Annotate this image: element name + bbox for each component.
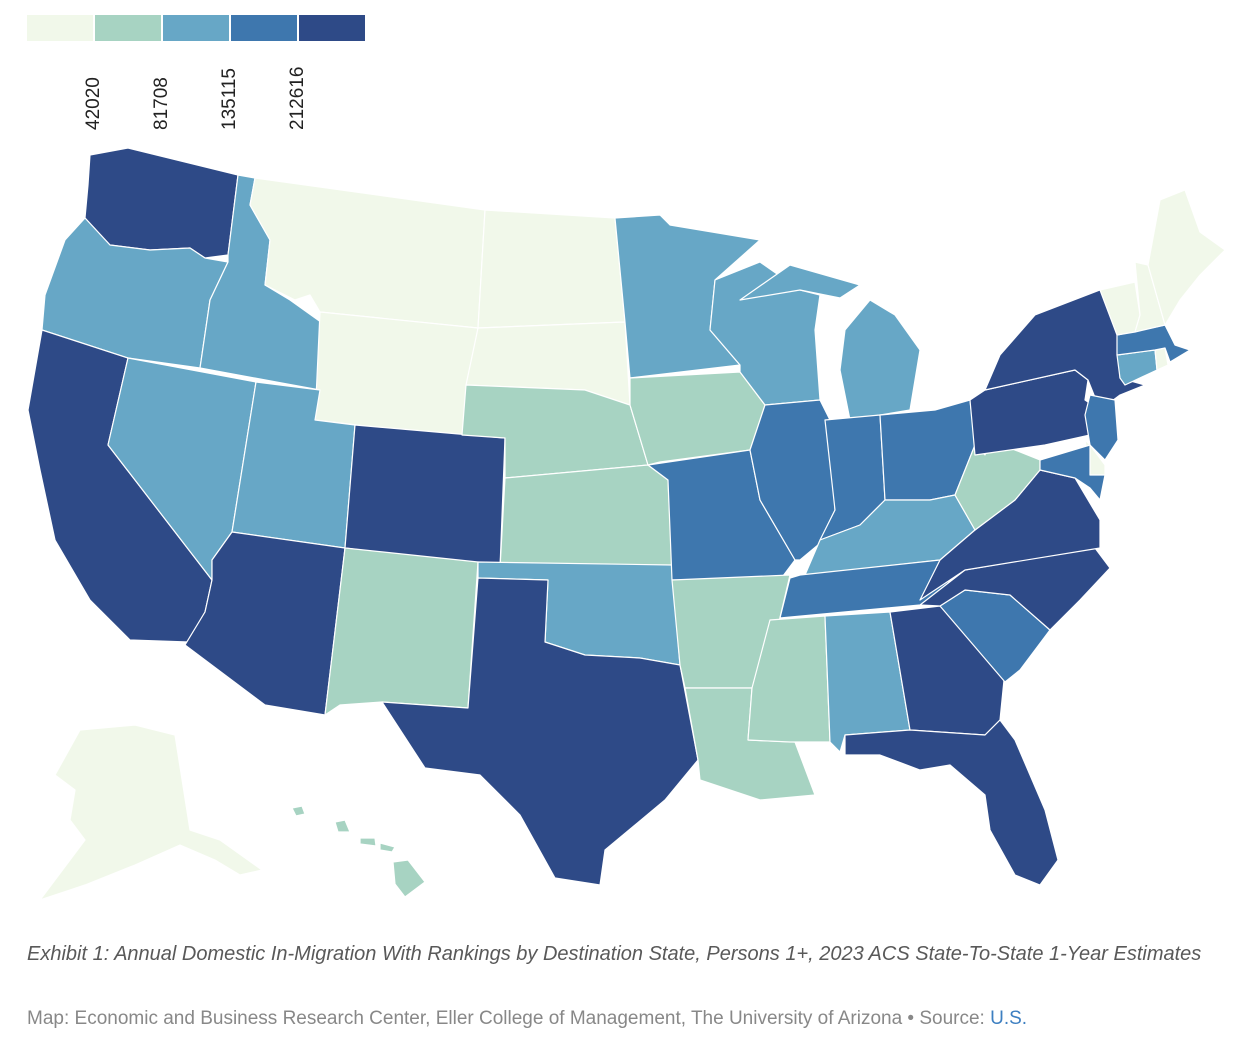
state-massachusetts[interactable] — [1116, 324, 1191, 363]
state-new-jersey[interactable] — [1084, 394, 1119, 461]
legend-swatch-1 — [27, 15, 93, 41]
us-choropleth-map — [0, 140, 1246, 910]
legend-swatch-4 — [231, 15, 297, 41]
state-wyoming[interactable] — [314, 311, 479, 439]
legend-swatch-5 — [299, 15, 365, 41]
state-florida[interactable] — [844, 719, 1059, 886]
state-alaska[interactable] — [39, 724, 263, 901]
credit-line: Map: Economic and Business Research Cent… — [27, 1008, 1027, 1030]
legend-tick-4: 212616 — [287, 66, 308, 130]
state-washington[interactable] — [84, 147, 239, 259]
state-new-hampshire[interactable] — [1134, 261, 1166, 333]
caption-title: Exhibit 1: Annual Domestic In-Migration … — [27, 943, 1202, 965]
legend: 42020 81708 135115 212616 — [27, 15, 367, 130]
state-maryland[interactable] — [1039, 444, 1106, 501]
legend-swatch-2 — [95, 15, 161, 41]
state-north-dakota[interactable] — [477, 209, 626, 329]
state-michigan[interactable] — [739, 264, 921, 421]
legend-tick-3: 135115 — [219, 68, 240, 130]
state-illinois[interactable] — [749, 399, 836, 561]
legend-tick-2: 81708 — [151, 77, 172, 130]
state-new-mexico[interactable] — [324, 547, 479, 716]
state-hawaii[interactable] — [291, 805, 426, 898]
credit-text: Map: Economic and Business Research Cent… — [27, 1008, 991, 1029]
legend-tick-1: 42020 — [83, 77, 104, 130]
state-colorado[interactable] — [344, 424, 506, 569]
legend-swatch-3 — [163, 15, 229, 41]
state-texas[interactable] — [381, 577, 699, 886]
state-maine[interactable] — [1147, 189, 1226, 326]
source-link[interactable]: U.S. — [990, 1008, 1028, 1029]
state-connecticut[interactable] — [1116, 349, 1158, 386]
state-kansas[interactable] — [499, 464, 673, 569]
